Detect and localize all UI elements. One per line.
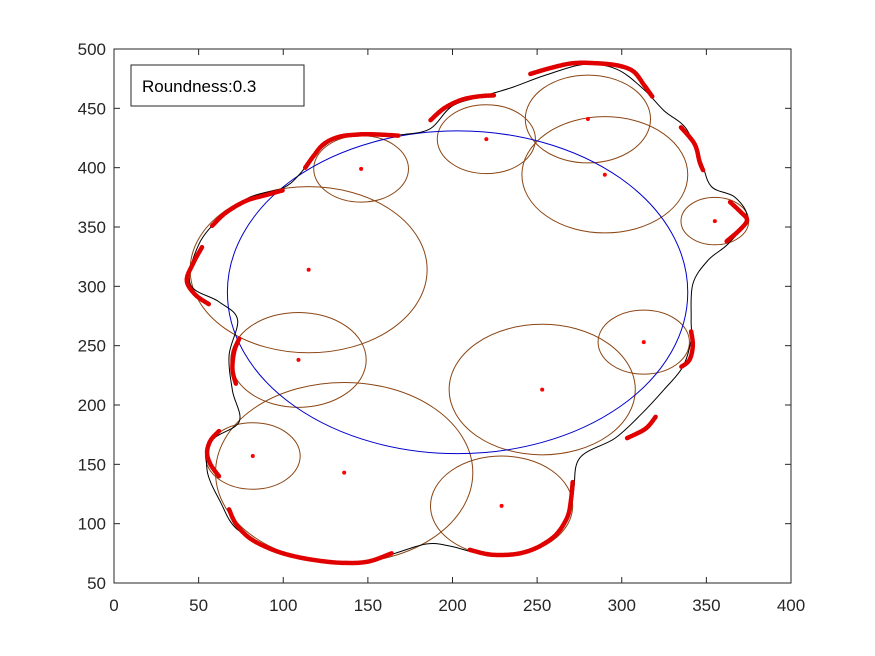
- x-tick-label: 200: [438, 596, 466, 615]
- centers-layer: [250, 117, 717, 508]
- highlight-segment-1: [303, 131, 401, 170]
- x-tick-label: 100: [269, 596, 297, 615]
- y-axis: 50 100 150 200 250 300 350 400 450 500: [78, 40, 791, 593]
- center-point-12: [499, 503, 504, 508]
- legend: Roundness:0.3: [130, 64, 305, 107]
- center-point-1: [359, 166, 364, 171]
- y-tick-label: 450: [78, 99, 106, 118]
- highlight-segment-4: [678, 125, 706, 173]
- x-tick-label: 350: [692, 596, 720, 615]
- y-tick-label: 200: [78, 396, 106, 415]
- y-tick-label: 300: [78, 277, 106, 296]
- x-tick-label: 0: [109, 596, 118, 615]
- circle-3: [524, 74, 652, 164]
- plot-area: [114, 49, 791, 583]
- circle-7: [597, 309, 690, 375]
- center-point-3: [585, 117, 590, 122]
- center-point-6: [306, 267, 311, 272]
- x-axis: 0 50 100 150 200 250 300 350 400: [109, 49, 805, 615]
- y-tick-label: 50: [87, 574, 106, 593]
- y-tick-label: 400: [78, 159, 106, 178]
- center-point-11: [342, 470, 347, 475]
- center-point-9: [540, 387, 545, 392]
- legend-box: [130, 64, 305, 107]
- y-tick-label: 250: [78, 337, 106, 356]
- circle-4: [521, 116, 689, 234]
- ellipse-layer: [226, 130, 689, 455]
- x-tick-label: 250: [523, 596, 551, 615]
- x-tick-label: 300: [608, 596, 636, 615]
- highlight-segment-8: [467, 479, 575, 558]
- center-point-7: [641, 340, 646, 345]
- highlight-segment-3: [528, 60, 655, 99]
- y-tick-label: 100: [78, 515, 106, 534]
- highlight-segment-13: [209, 187, 286, 229]
- highlight-segment-5: [724, 199, 750, 244]
- circle-2: [436, 104, 536, 175]
- highlight-segment-7: [624, 414, 658, 441]
- highlight-segment-10: [204, 428, 222, 479]
- plot-content: [184, 60, 750, 566]
- highlight-segment-12: [184, 244, 212, 307]
- x-tick-label: 400: [777, 596, 805, 615]
- center-point-2: [484, 137, 489, 142]
- center-point-5: [712, 219, 717, 224]
- highlight-segment-11: [230, 336, 242, 386]
- x-tick-label: 50: [189, 596, 208, 615]
- center-point-8: [296, 357, 301, 362]
- center-point-10: [250, 454, 255, 459]
- y-tick-label: 500: [78, 40, 106, 59]
- center-point-4: [602, 172, 607, 177]
- highlight-layer: [184, 60, 750, 566]
- legend-label: Roundness:0.3: [142, 77, 256, 96]
- circle-9: [448, 323, 636, 456]
- y-tick-label: 350: [78, 218, 106, 237]
- fitted-ellipse: [226, 130, 689, 455]
- highlight-segment-2: [428, 93, 498, 123]
- y-tick-label: 150: [78, 455, 106, 474]
- highlight-segment-9: [226, 507, 394, 566]
- x-tick-label: 150: [354, 596, 382, 615]
- highlight-segment-6: [678, 329, 696, 370]
